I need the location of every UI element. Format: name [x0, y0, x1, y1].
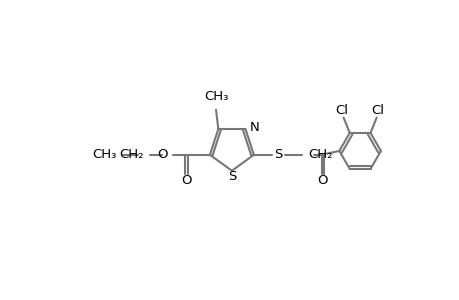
- Text: O: O: [180, 174, 191, 187]
- Text: CH₃: CH₃: [203, 90, 228, 103]
- Text: CH₂: CH₂: [119, 148, 143, 161]
- Text: CH₃: CH₃: [92, 148, 117, 161]
- Text: N: N: [249, 121, 258, 134]
- Text: S: S: [227, 169, 235, 183]
- Text: Cl: Cl: [335, 104, 348, 117]
- Text: Cl: Cl: [371, 104, 384, 117]
- Text: CH₂: CH₂: [307, 148, 331, 161]
- Text: O: O: [157, 148, 167, 161]
- Text: O: O: [316, 174, 327, 187]
- Text: S: S: [274, 148, 282, 161]
